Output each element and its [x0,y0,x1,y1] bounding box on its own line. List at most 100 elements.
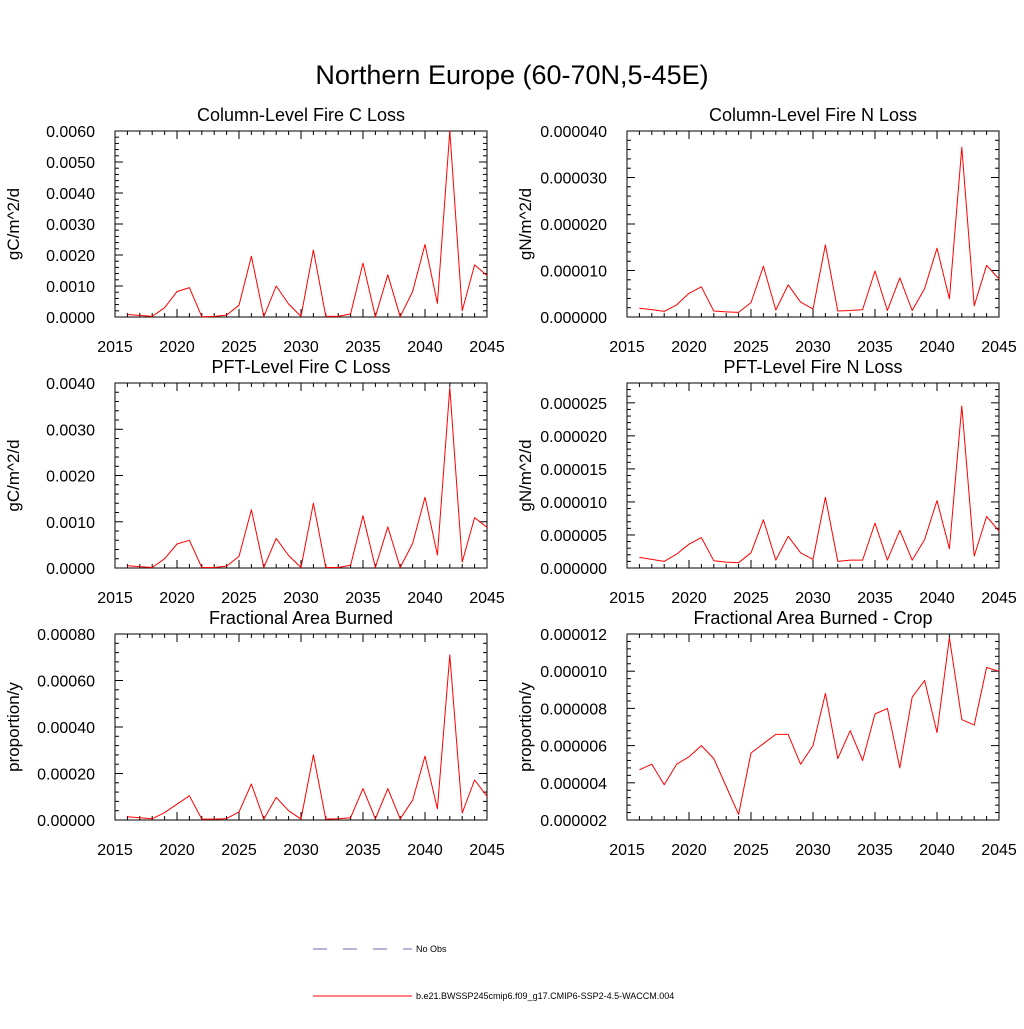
x-tick-label: 2020 [159,590,195,607]
y-axis-label: proportion/y [4,682,23,772]
x-tick-label: 2045 [469,842,505,859]
x-tick-label: 2015 [97,842,133,859]
y-tick-label: 0.0050 [46,155,95,172]
y-tick-label: 0.00060 [37,674,95,691]
y-tick-label: 0.000020 [540,217,607,234]
y-tick-label: 0.0020 [46,469,95,486]
y-tick-label: 0.000008 [540,701,607,718]
panel-2: Column-Level Fire N Loss 2015 2020 2025 2030… [516,105,1017,356]
panel-title: Column-Level Fire C Loss [197,105,405,125]
y-tick-label: 0.000015 [540,462,607,479]
x-tick-label: 2045 [469,590,505,607]
legend-obs-label: No Obs [416,944,447,954]
x-tick-label: 2040 [407,842,443,859]
x-tick-label: 2035 [857,842,893,859]
x-tick-label: 2025 [221,339,257,356]
plot-frame [114,633,488,821]
x-tick-label: 2045 [981,590,1017,607]
y-tick-label: 0.000002 [540,813,607,830]
y-axis-label: gN/m^2/d [516,188,535,260]
x-tick-label: 2020 [671,590,707,607]
y-tick-label: 0.000020 [540,429,607,446]
y-tick-label: 0.000012 [540,627,607,644]
x-tick-label: 2015 [609,339,645,356]
panel-title: PFT-Level Fire C Loss [211,357,390,377]
y-tick-label: 0.0010 [46,515,95,532]
x-tick-label: 2015 [97,590,133,607]
y-tick-label: 0.0010 [46,279,95,296]
panel-title: Fractional Area Burned [209,608,393,628]
y-tick-label: 0.000010 [540,495,607,512]
y-tick-label: 0.000005 [540,528,607,545]
x-tick-label: 2045 [981,339,1017,356]
x-tick-label: 2025 [733,339,769,356]
y-tick-label: 0.0030 [46,217,95,234]
y-tick-label: 0.00000 [37,813,95,830]
x-tick-label: 2040 [919,339,955,356]
panel-title: Fractional Area Burned - Crop [693,608,932,628]
x-tick-label: 2035 [345,339,381,356]
y-tick-label: 0.000000 [540,310,607,327]
panel-4: PFT-Level Fire N Loss 2015 2020 2025 2030 203… [516,357,1017,607]
plot-frame [626,382,1000,569]
panels: Column-Level Fire C Loss 2015 2020 2025 2030… [4,105,1017,859]
y-tick-label: 0.00040 [37,720,95,737]
x-tick-label: 2035 [857,339,893,356]
y-tick-label: 0.000000 [540,561,607,578]
y-tick-label: 0.0040 [46,186,95,203]
y-tick-label: 0.0000 [46,561,95,578]
x-tick-label: 2020 [671,339,707,356]
y-tick-label: 0.000010 [540,264,607,281]
y-axis-label: gC/m^2/d [4,188,23,260]
x-tick-label: 2020 [159,339,195,356]
x-tick-label: 2025 [733,842,769,859]
plot-frame [626,130,1000,318]
panel-3: PFT-Level Fire C Loss 2015 2020 2025 2030 203… [4,357,505,607]
y-axis-label: gN/m^2/d [516,439,535,511]
y-tick-label: 0.00020 [37,767,95,784]
y-tick-label: 0.000030 [540,171,607,188]
plot-frame [114,382,488,569]
x-tick-label: 2045 [469,339,505,356]
y-tick-label: 0.0030 [46,422,95,439]
x-tick-label: 2015 [97,339,133,356]
x-tick-label: 2020 [159,842,195,859]
x-tick-label: 2015 [609,590,645,607]
y-tick-label: 0.000006 [540,739,607,756]
series-line [639,146,1000,313]
series-line [639,405,1000,564]
y-axis-label: gC/m^2/d [4,439,23,511]
x-tick-label: 2040 [407,339,443,356]
legend: No Obs b.e21.BWSSP245cmip6.f09_g17.CMIP6… [313,944,674,1001]
y-tick-label: 0.00080 [37,627,95,644]
x-tick-label: 2045 [981,842,1017,859]
series-line [127,387,488,568]
series-line [127,654,488,820]
panel-5: Fractional Area Burned 2015 2020 2025 2030 20… [4,608,505,859]
legend-model-label: b.e21.BWSSP245cmip6.f09_g17.CMIP6-SSP2-4… [416,991,674,1001]
x-tick-label: 2025 [221,590,257,607]
x-tick-label: 2035 [345,842,381,859]
y-tick-label: 0.000025 [540,396,607,413]
x-tick-label: 2025 [733,590,769,607]
series-line [639,637,1000,815]
x-tick-label: 2030 [795,842,831,859]
x-tick-label: 2030 [283,842,319,859]
panel-title: Column-Level Fire N Loss [709,105,917,125]
y-tick-label: 0.0060 [46,124,95,141]
panel-title: PFT-Level Fire N Loss [723,357,902,377]
x-tick-label: 2040 [919,590,955,607]
x-tick-label: 2030 [283,590,319,607]
x-tick-label: 2035 [345,590,381,607]
x-tick-label: 2035 [857,590,893,607]
y-tick-label: 0.000010 [540,664,607,681]
x-tick-label: 2030 [283,339,319,356]
x-tick-label: 2030 [795,590,831,607]
y-axis-label: proportion/y [516,682,535,772]
panel-1: Column-Level Fire C Loss 2015 2020 2025 2030… [4,105,505,356]
x-tick-label: 2040 [919,842,955,859]
x-tick-label: 2020 [671,842,707,859]
series-line [127,130,488,318]
